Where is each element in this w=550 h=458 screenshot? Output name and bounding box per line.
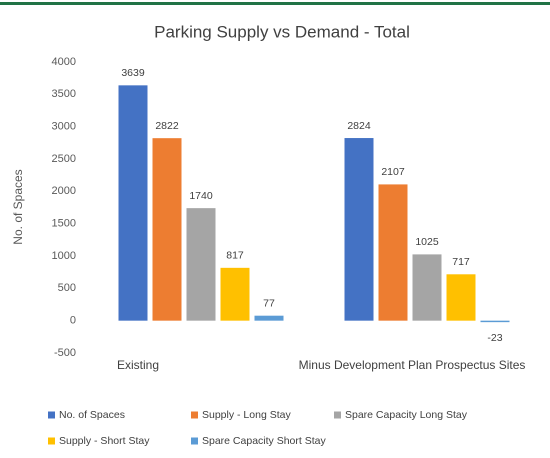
data-label: -23 <box>487 332 502 344</box>
data-label: 2822 <box>155 120 179 132</box>
legend-label: Supply - Short Stay <box>59 435 150 447</box>
legend-label: Spare Capacity Short Stay <box>202 435 326 447</box>
data-label: 3639 <box>121 67 145 79</box>
legend-swatch <box>48 411 55 419</box>
y-tick-label: 500 <box>58 282 76 294</box>
y-tick-label: 3000 <box>52 121 76 133</box>
x-tick-label: Minus Development Plan Prospectus Sites <box>299 358 526 372</box>
y-tick-label: 1000 <box>52 250 76 262</box>
data-label: 1025 <box>415 236 439 248</box>
legend-swatch <box>48 437 55 445</box>
y-tick-label: 4000 <box>52 56 76 68</box>
bar <box>152 138 182 321</box>
y-axis-title: No. of Spaces <box>11 169 25 244</box>
data-label: 77 <box>263 297 275 309</box>
bar <box>186 208 216 321</box>
data-label: 1740 <box>189 190 213 202</box>
data-label: 2107 <box>381 166 405 178</box>
legend-label: No. of Spaces <box>59 409 125 421</box>
bar <box>446 274 476 321</box>
bar <box>220 267 250 321</box>
legend-swatch <box>334 411 341 419</box>
x-tick-label: Existing <box>117 358 159 372</box>
data-label: 2824 <box>347 120 371 132</box>
y-tick-label: -500 <box>54 347 76 359</box>
top-bar <box>0 2 550 5</box>
y-tick-label: 2000 <box>52 185 76 197</box>
data-label: 717 <box>452 256 470 268</box>
chart-title: Parking Supply vs Demand - Total <box>154 22 410 41</box>
bar <box>412 254 442 321</box>
legend-label: Supply - Long Stay <box>202 409 291 421</box>
bar <box>378 184 408 321</box>
legend-swatch <box>191 411 198 419</box>
bar <box>480 320 510 323</box>
y-tick-label: 2500 <box>52 153 76 165</box>
y-tick-label: 3500 <box>52 88 76 100</box>
bar <box>118 85 148 321</box>
bar <box>254 315 284 321</box>
data-label: 817 <box>226 250 244 262</box>
bar <box>344 138 374 321</box>
legend-swatch <box>191 437 198 445</box>
y-tick-label: 0 <box>70 315 76 327</box>
y-tick-label: 1500 <box>52 218 76 230</box>
legend-label: Spare Capacity Long Stay <box>345 409 468 421</box>
